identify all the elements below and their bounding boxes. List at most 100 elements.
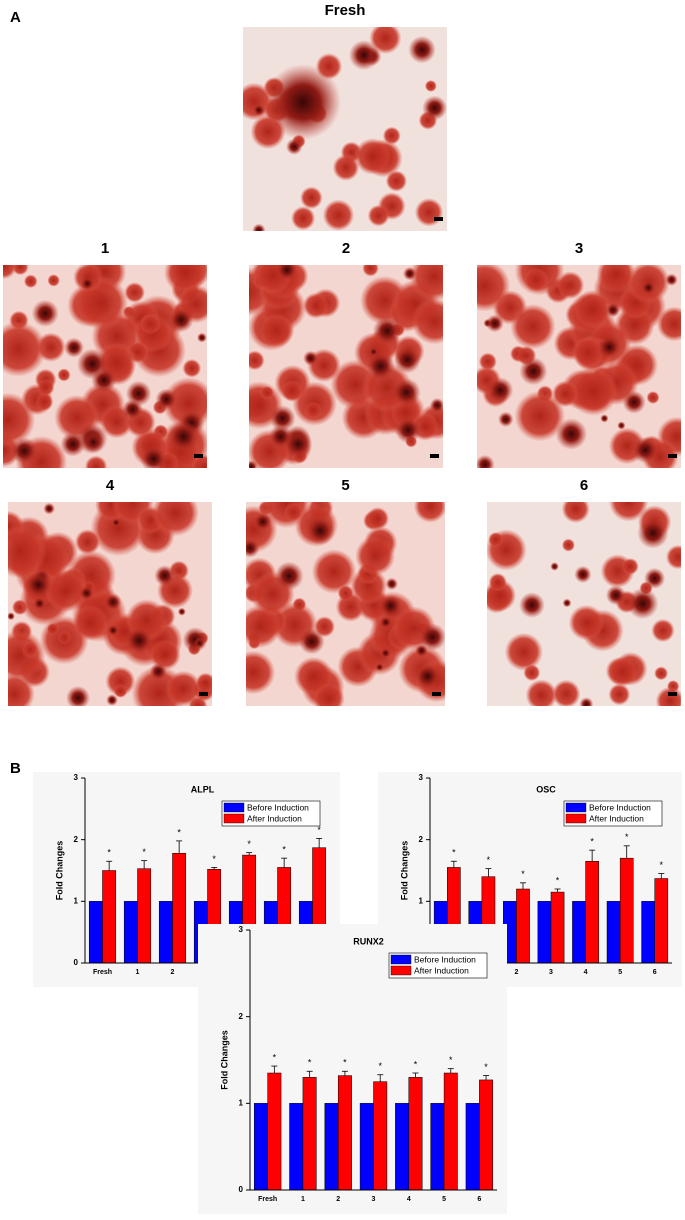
nodule [104, 593, 122, 611]
image-label: 4 [106, 477, 115, 494]
legend-swatch [390, 954, 412, 965]
scale-bar [432, 692, 441, 696]
stain [367, 204, 390, 227]
image-label: Fresh [325, 2, 366, 19]
x-tick-label: 3 [372, 1196, 376, 1203]
bar [373, 1081, 388, 1191]
bar [550, 891, 565, 964]
bar [443, 1072, 458, 1191]
significance-mark: * [452, 848, 456, 858]
error-bar [211, 867, 218, 870]
nodule [107, 624, 119, 636]
stain [654, 666, 669, 681]
stain [8, 525, 47, 579]
stain [322, 199, 355, 231]
stain [8, 673, 35, 706]
stain [259, 313, 294, 348]
stain [571, 336, 604, 369]
error-bar [589, 849, 596, 862]
legend-label: Before Induction [247, 802, 309, 812]
nodule [155, 388, 178, 411]
nodule [486, 314, 504, 333]
stain [573, 289, 613, 329]
x-tick-label: 2 [171, 969, 175, 976]
nodule [106, 694, 118, 706]
significance-mark: * [449, 1055, 453, 1065]
stain [608, 683, 631, 706]
stain [362, 265, 379, 277]
nodule [79, 585, 94, 601]
nodule [274, 561, 304, 591]
stain [424, 80, 437, 93]
nodule [641, 280, 656, 295]
stain [561, 538, 575, 552]
y-tick-label: 2 [74, 835, 79, 844]
nodule [64, 337, 84, 358]
y-tick-label: 2 [239, 1012, 244, 1021]
stain [195, 672, 212, 693]
nodule [306, 516, 335, 545]
nodule [196, 332, 207, 343]
significance-mark: * [247, 839, 251, 849]
stain [596, 265, 636, 294]
bar [516, 888, 530, 964]
significance-mark: * [177, 827, 181, 837]
stain [523, 267, 549, 293]
y-tick-label: 0 [74, 958, 79, 967]
stain [514, 390, 566, 442]
stain [411, 298, 443, 345]
scale-bar [199, 692, 208, 696]
nodule [253, 104, 265, 116]
significance-mark: * [378, 1061, 382, 1071]
nodule [378, 594, 403, 618]
stain [646, 391, 660, 404]
bar [324, 1103, 339, 1191]
scale-bar [430, 454, 439, 458]
bar [430, 1103, 445, 1191]
legend-swatch [565, 813, 587, 824]
significance-mark: * [414, 1059, 418, 1069]
nodule [177, 607, 186, 616]
nodule [125, 626, 153, 655]
scale-bar [668, 692, 677, 696]
bar [289, 1103, 304, 1191]
chart-title: OSC [536, 784, 556, 794]
stain [113, 684, 128, 698]
micrograph-content [487, 502, 681, 706]
bar [253, 1103, 268, 1191]
nodule [597, 335, 621, 359]
x-tick-label: 5 [618, 969, 622, 976]
nodule [372, 316, 402, 346]
nodule [76, 348, 108, 380]
stain [488, 572, 507, 592]
stain [607, 657, 638, 687]
stain [249, 350, 265, 371]
nodule [252, 223, 266, 231]
legend-label: After Induction [414, 965, 469, 975]
nodule [154, 565, 176, 587]
y-axis-label: Fold Changes [219, 1030, 229, 1090]
y-tick-label: 3 [239, 925, 244, 934]
error-bar [316, 838, 323, 848]
stain [568, 366, 619, 416]
x-tick-label: 2 [336, 1196, 340, 1203]
nodule [519, 592, 545, 618]
significance-mark: * [521, 869, 525, 879]
error-bar [447, 1068, 454, 1073]
panel-label: A [10, 9, 21, 26]
nodule [122, 398, 144, 420]
stain [124, 282, 146, 303]
significance-mark: * [308, 1058, 312, 1068]
stain [182, 358, 202, 378]
stain [568, 604, 605, 641]
y-axis-label: Fold Changes [399, 841, 409, 901]
error-bar [485, 868, 492, 877]
x-tick-label: 6 [477, 1196, 481, 1203]
significance-mark: * [590, 837, 594, 847]
stain [561, 502, 590, 524]
nodule [555, 418, 588, 450]
error-bar [341, 1070, 348, 1076]
y-tick-label: 0 [239, 1185, 244, 1194]
stain [292, 597, 307, 612]
nodule [408, 35, 436, 64]
